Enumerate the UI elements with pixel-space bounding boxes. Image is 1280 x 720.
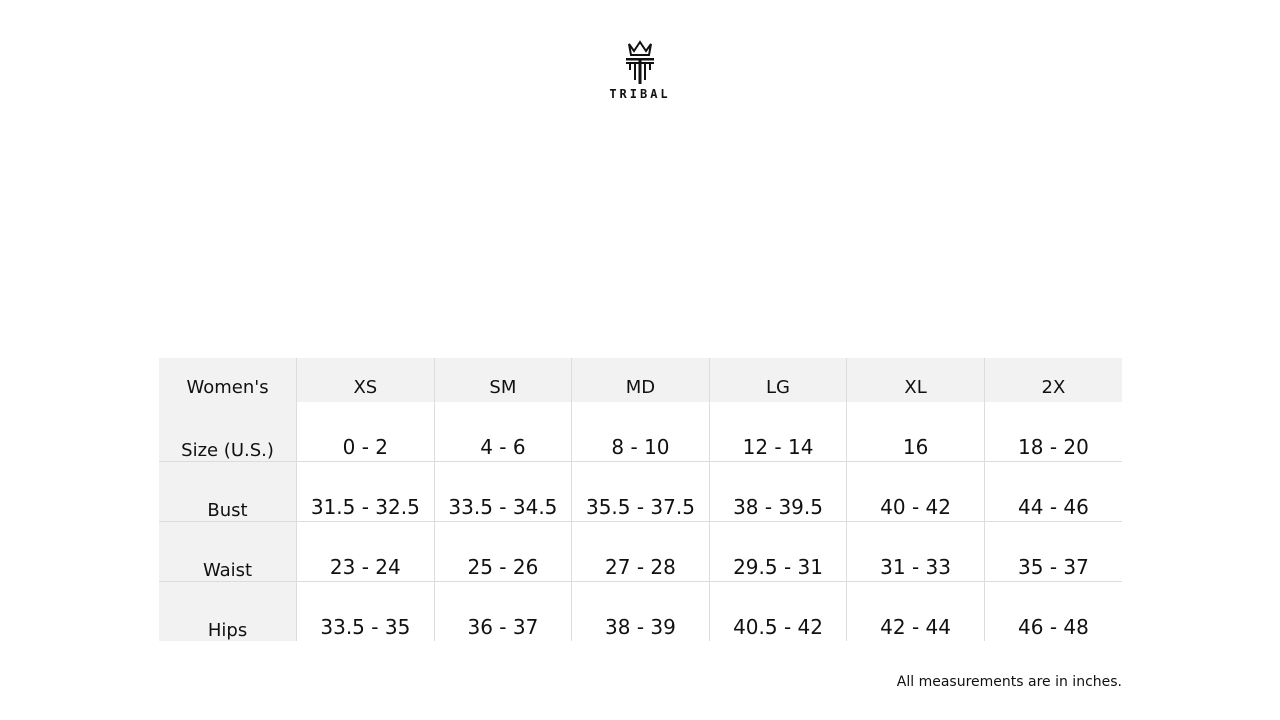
table-cell: 0 - 2 (296, 402, 435, 462)
table-cell: 35.5 - 37.5 (571, 461, 710, 522)
table-row: Hips 33.5 - 35 36 - 37 38 - 39 40.5 - 42 42 -… (159, 581, 1122, 641)
table-cell: 40 - 42 (846, 461, 985, 522)
table-row: Waist 23 - 24 25 - 26 27 - 28 29.5 - 31 31 - … (159, 521, 1122, 582)
header-cell: MD (571, 358, 710, 402)
table-cell: 42 - 44 (846, 581, 985, 641)
table-cell: 35 - 37 (983, 521, 1122, 582)
size-chart-table: Women's XS SM MD LG XL 2X Size (U.S.) 0 -… (159, 358, 1122, 641)
table-cell: 8 - 10 (571, 402, 710, 462)
header-cell: SM (433, 358, 573, 402)
measurement-note: All measurements are in inches. (896, 674, 1122, 690)
header-cell: XS (296, 358, 435, 402)
table-row: Bust 31.5 - 32.5 33.5 - 34.5 35.5 - 37.5 38 … (159, 461, 1122, 522)
table-cell: 18 - 20 (983, 402, 1122, 462)
table-cell: 33.5 - 34.5 (433, 461, 573, 522)
table-cell: 44 - 46 (983, 461, 1122, 522)
table-header-row: Women's XS SM MD LG XL 2X (159, 358, 1122, 402)
header-cell: XL (846, 358, 985, 402)
table-cell: 38 - 39 (571, 581, 710, 641)
header-cell: 2X (983, 358, 1122, 402)
table-cell: 46 - 48 (983, 581, 1122, 641)
row-label: Hips (159, 581, 298, 641)
row-label: Bust (159, 461, 298, 522)
table-cell: 31.5 - 32.5 (296, 461, 435, 522)
row-label: Waist (159, 521, 298, 582)
table-cell: 29.5 - 31 (708, 521, 848, 582)
table-cell: 40.5 - 42 (708, 581, 848, 641)
header-cell: Women's (159, 358, 298, 402)
brand-logo: TRIBAL (600, 40, 680, 101)
logo-text: TRIBAL (609, 87, 671, 101)
header-cell: LG (708, 358, 848, 402)
table-cell: 4 - 6 (433, 402, 573, 462)
table-cell: 12 - 14 (708, 402, 848, 462)
table-cell: 33.5 - 35 (296, 581, 435, 641)
table-cell: 23 - 24 (296, 521, 435, 582)
row-label: Size (U.S.) (159, 402, 298, 462)
table-cell: 16 (846, 402, 985, 462)
table-cell: 36 - 37 (433, 581, 573, 641)
table-cell: 27 - 28 (571, 521, 710, 582)
crown-t-logo-icon (626, 40, 654, 84)
table-cell: 38 - 39.5 (708, 461, 848, 522)
table-cell: 31 - 33 (846, 521, 985, 582)
table-cell: 25 - 26 (433, 521, 573, 582)
